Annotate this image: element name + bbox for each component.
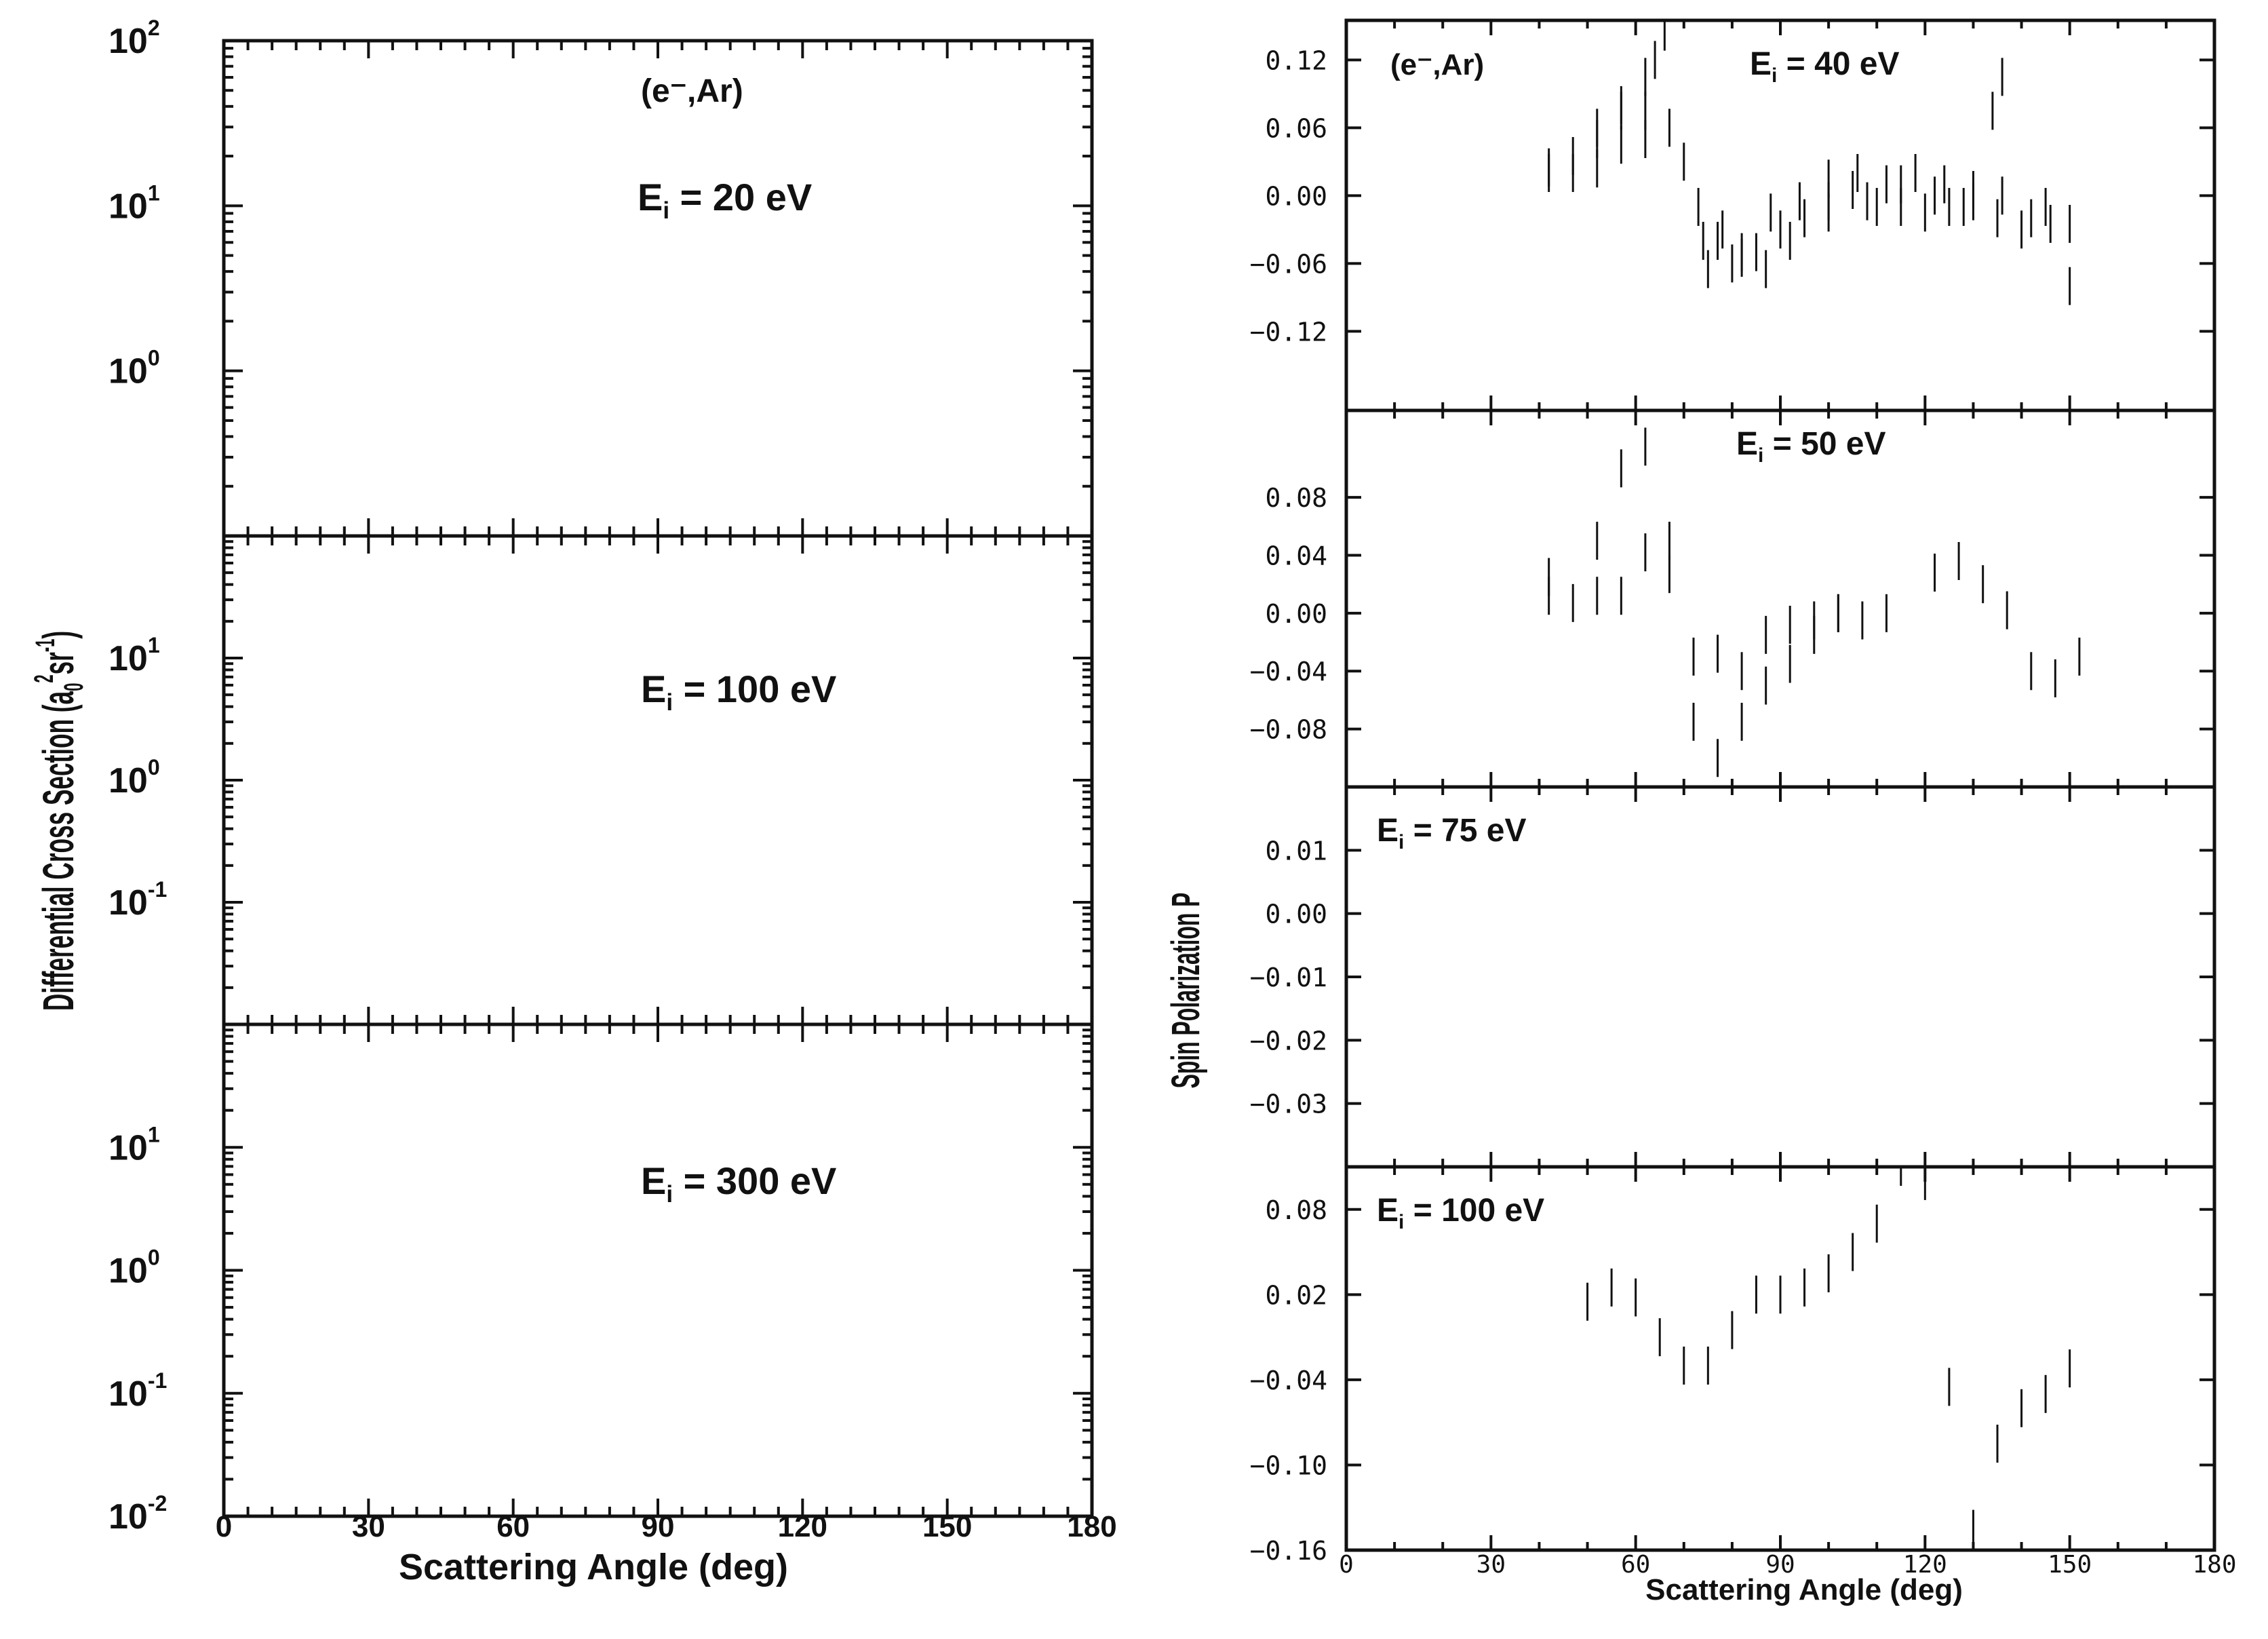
- left-x-tick-labels: 0 30 60 90 120 150 180: [216, 1510, 1117, 1543]
- y-tick-label: 0.12: [1265, 45, 1327, 75]
- y-tick-label: −0.12: [1250, 317, 1327, 347]
- y-tick-label: 100: [109, 346, 160, 391]
- panel-label: Ei = 100 eV: [641, 668, 836, 716]
- right-x-axis-label: Scattering Angle (deg): [1645, 1573, 1963, 1606]
- x-tick-label: 60: [496, 1510, 530, 1543]
- y-tick-label: −0.04: [1250, 1366, 1327, 1395]
- y-tick-label: 101: [109, 633, 160, 678]
- y-tick-label: 10-2: [109, 1491, 167, 1537]
- panel-data: [1548, 427, 2081, 777]
- panel-20ev: 102 101 100 (e⁻,Ar) Ei = 20 eV: [109, 16, 1094, 538]
- y-tick-label: −0.04: [1250, 657, 1327, 687]
- y-tick-label: −0.16: [1250, 1536, 1327, 1566]
- panel-100ev-spin: 0.08 0.02 −0.04 −0.10 −0.16 Ei = 100 eV: [1250, 1165, 2216, 1566]
- y-tick-label: 0.02: [1265, 1280, 1327, 1310]
- right-x-tick-labels: 0 30 60 90 120 150 180: [1339, 1551, 2236, 1579]
- y-tick-label: 0.00: [1265, 599, 1327, 629]
- y-tick-label: 0.01: [1265, 836, 1327, 866]
- x-tick-label: 180: [2192, 1551, 2236, 1579]
- panel-data: [1586, 1167, 2071, 1548]
- y-tick-label: 102: [109, 16, 160, 61]
- y-tick-label: 100: [109, 755, 160, 801]
- panel-label: (e⁻,Ar): [641, 73, 743, 109]
- y-tick-label: −0.02: [1250, 1026, 1327, 1056]
- x-tick-label: 0: [216, 1510, 232, 1543]
- y-tick-label: 0.08: [1265, 1195, 1327, 1225]
- y-tick-label: −0.08: [1250, 715, 1327, 745]
- y-tick-label: 0.04: [1265, 541, 1327, 571]
- panel-300ev: 101 100 10-1 10-2 Ei = 300 eV: [109, 1022, 1094, 1537]
- spin-polarization-chart: 0.120.060.00−0.06−0.12(e⁻,Ar) Ei = 40 eV …: [1164, 18, 2237, 1606]
- y-tick-label: 101: [109, 1122, 160, 1168]
- y-tick-label: 10-1: [109, 877, 167, 923]
- panel-label: Ei = 75 eV: [1377, 813, 1527, 853]
- y-tick-label: 101: [109, 180, 160, 226]
- y-tick-label: −0.03: [1250, 1090, 1327, 1119]
- x-tick-label: 180: [1067, 1510, 1116, 1543]
- cross-section-chart: 102 101 100 (e⁻,Ar) Ei = 20 eV 101 100 10-1 Ei …: [28, 16, 1117, 1587]
- y-tick-label: 10-1: [109, 1368, 167, 1414]
- left-x-axis-label: Scattering Angle (deg): [399, 1547, 788, 1587]
- x-tick-label: 150: [922, 1510, 972, 1543]
- x-tick-label: 30: [1477, 1551, 1506, 1579]
- y-tick-label: 0.00: [1265, 181, 1327, 211]
- x-tick-label: 30: [352, 1510, 385, 1543]
- panel-75ev: 0.01 0.00 −0.01 −0.02 −0.03 Ei = 75 eV: [1250, 785, 2216, 1169]
- y-tick-label: 0.00: [1265, 900, 1327, 929]
- panel-data: [1548, 20, 2071, 305]
- y-tick-label: 0.08: [1265, 483, 1327, 513]
- y-tick-label: 0.06: [1265, 113, 1327, 143]
- panel-label: Ei = 40 eV: [1750, 46, 1900, 87]
- y-tick-label: −0.10: [1250, 1450, 1327, 1480]
- y-tick-label: −0.01: [1250, 963, 1327, 992]
- panel-label: Ei = 300 eV: [641, 1159, 836, 1208]
- panel-label: (e⁻,Ar): [1390, 48, 1484, 81]
- left-y-axis-label: Differential Cross Section (a02sr-1): [28, 631, 89, 1011]
- panel-50ev: 0.08 0.04 0.00 −0.04 −0.08 Ei = 50 eV: [1250, 408, 2216, 789]
- x-tick-label: 0: [1339, 1551, 1354, 1579]
- y-tick-label: −0.06: [1250, 249, 1327, 279]
- x-tick-label: 90: [642, 1510, 675, 1543]
- panel-label: Ei = 100 eV: [1377, 1193, 1544, 1233]
- panel-label: Ei = 50 eV: [1736, 426, 1886, 467]
- x-tick-label: 60: [1621, 1551, 1650, 1579]
- x-tick-label: 150: [2048, 1551, 2092, 1579]
- right-y-axis-label: Spin Polarization P: [1164, 893, 1207, 1089]
- x-tick-label: 120: [778, 1510, 827, 1543]
- x-tick-label: 120: [1903, 1551, 1947, 1579]
- x-tick-label: 90: [1765, 1551, 1795, 1579]
- y-tick-label: 100: [109, 1246, 160, 1291]
- panel-label: Ei = 20 eV: [638, 176, 812, 224]
